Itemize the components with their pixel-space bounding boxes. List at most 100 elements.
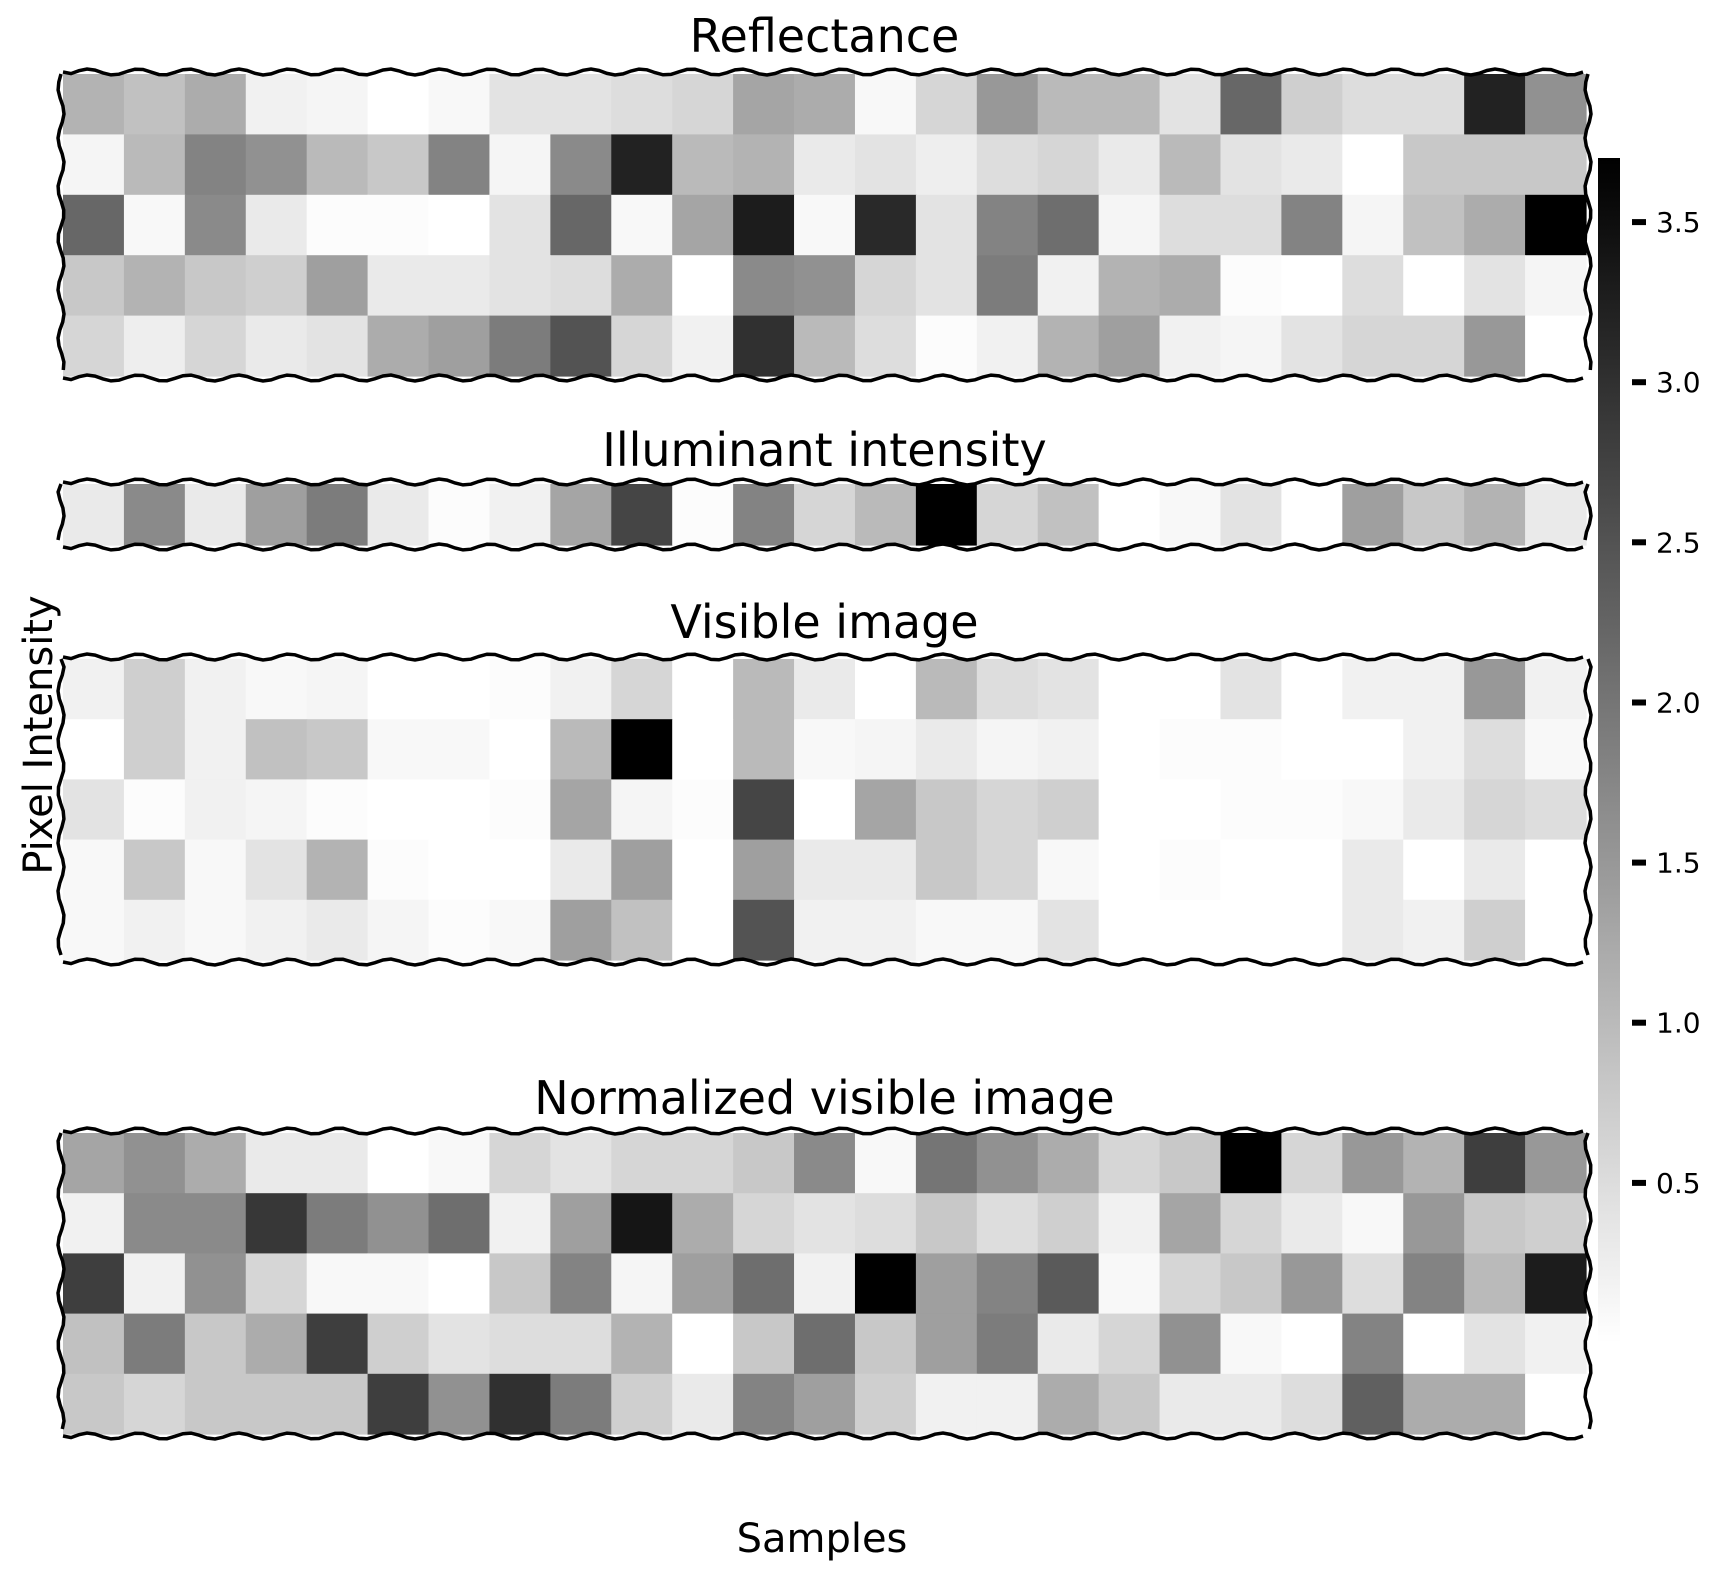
heatmap-cell <box>915 315 978 377</box>
panel-frame <box>56 652 1593 967</box>
heatmap-cell <box>915 194 978 256</box>
heatmap-cell <box>123 779 186 841</box>
heatmap-cell <box>184 1193 247 1254</box>
heatmap-cell <box>733 1373 795 1435</box>
heatmap-cell <box>245 134 308 196</box>
heatmap-cell <box>245 1373 308 1435</box>
heatmap-cell <box>245 1193 308 1254</box>
heatmap-cell <box>428 1253 491 1315</box>
colorbar-tick-label: 3.5 <box>1656 206 1701 239</box>
colorbar-tick-label: 1.5 <box>1656 847 1701 880</box>
heatmap-cell <box>733 659 795 720</box>
heatmap-cell <box>915 839 978 901</box>
heatmap-cell <box>1403 1253 1465 1315</box>
heatmap-cell <box>854 659 917 720</box>
heatmap-cell <box>1464 315 1526 377</box>
heatmap-cell <box>1098 1373 1161 1435</box>
heatmap-cell <box>1342 1133 1404 1194</box>
heatmap-cell <box>1159 779 1222 841</box>
heatmap-cell <box>1342 1253 1404 1315</box>
heatmap-cell <box>1037 255 1100 317</box>
heatmap-cell <box>1281 1313 1343 1375</box>
heatmap-cell <box>672 134 734 196</box>
heatmap-cell <box>184 839 247 901</box>
heatmap-cell <box>794 194 856 256</box>
heatmap-cell <box>1403 1373 1465 1435</box>
heatmap-cell <box>123 255 186 317</box>
heatmap-cell <box>976 1253 1039 1315</box>
heatmap-cell <box>1464 1133 1526 1194</box>
heatmap-cell <box>184 134 247 196</box>
heatmap-cell <box>1220 315 1282 377</box>
heatmap-cell <box>1525 779 1587 841</box>
heatmap-cell <box>367 1373 430 1435</box>
heatmap-cell <box>63 719 125 780</box>
heatmap-cell <box>184 1253 247 1315</box>
heatmap-cell <box>1342 779 1404 841</box>
heatmap-cell <box>611 255 673 317</box>
heatmap-cell <box>611 194 673 256</box>
heatmap-cell <box>489 1373 551 1435</box>
heatmap-cell <box>184 315 247 377</box>
heatmap-cell <box>854 134 917 196</box>
heatmap-cell <box>733 315 795 377</box>
heatmap-cell <box>1037 315 1100 377</box>
heatmap-cell <box>915 779 978 841</box>
heatmap-cell <box>1037 1193 1100 1254</box>
heatmap-cell <box>428 719 491 780</box>
heatmap-cell <box>367 719 430 780</box>
heatmap-cell <box>1220 719 1282 780</box>
heatmap-cell <box>1342 1373 1404 1435</box>
colorbar-tick-label: 2.0 <box>1656 687 1701 720</box>
heatmap-cell <box>245 899 308 961</box>
heatmap-cell <box>854 1133 917 1194</box>
colorbar-tick-label: 2.5 <box>1656 526 1701 559</box>
heatmap-cell <box>63 1133 125 1194</box>
heatmap-cell <box>184 255 247 317</box>
heatmap-cell <box>184 484 247 546</box>
heatmap-cell <box>63 134 125 196</box>
heatmap-cell <box>1098 659 1161 720</box>
heatmap-cell <box>611 659 673 720</box>
heatmap-cell <box>367 659 430 720</box>
heatmap-cell <box>1281 839 1343 901</box>
heatmap-cell <box>1342 134 1404 196</box>
heatmap-cell <box>123 1313 186 1375</box>
heatmap-cell <box>306 1133 369 1194</box>
heatmap-cell <box>1342 194 1404 256</box>
heatmap-cell <box>1159 1133 1222 1194</box>
heatmap-cell <box>123 194 186 256</box>
heatmap-cell <box>550 839 612 901</box>
heatmap-cell <box>123 1133 186 1194</box>
heatmap-cell <box>733 255 795 317</box>
panel-title: Normalized visible image <box>534 1071 1114 1125</box>
heatmap-cell <box>550 899 612 961</box>
heatmap-cell <box>123 659 186 720</box>
heatmap-cell <box>1525 659 1587 720</box>
heatmap-cell <box>854 1313 917 1375</box>
heatmap-cell <box>1159 315 1222 377</box>
panel-title: Visible image <box>670 595 978 649</box>
heatmap-cell <box>1159 484 1222 546</box>
heatmap-cell <box>854 1373 917 1435</box>
heatmap-cell <box>733 1193 795 1254</box>
heatmap-cell <box>915 659 978 720</box>
colorbar: 0.5 1.0 1.5 2.0 2.5 3.0 3.5 <box>1598 158 1701 1343</box>
colorbar-tick-label: 0.5 <box>1656 1167 1701 1200</box>
heatmap-cell <box>1037 719 1100 780</box>
heatmap-cell <box>306 1373 369 1435</box>
heatmap-cell <box>306 1313 369 1375</box>
heatmap-panel: Visible image <box>56 595 1593 967</box>
heatmap-cell <box>611 899 673 961</box>
heatmap-cell <box>672 315 734 377</box>
heatmap-cell <box>794 315 856 377</box>
heatmap-cell <box>306 1193 369 1254</box>
heatmap-cell <box>550 74 612 135</box>
heatmap-cell <box>733 484 795 546</box>
heatmap-cell <box>854 1193 917 1254</box>
heatmap-cell <box>1159 839 1222 901</box>
heatmap-cell <box>1525 315 1587 377</box>
heatmap-cell <box>367 315 430 377</box>
heatmap-cell <box>1098 1133 1161 1194</box>
heatmap-cell <box>976 194 1039 256</box>
